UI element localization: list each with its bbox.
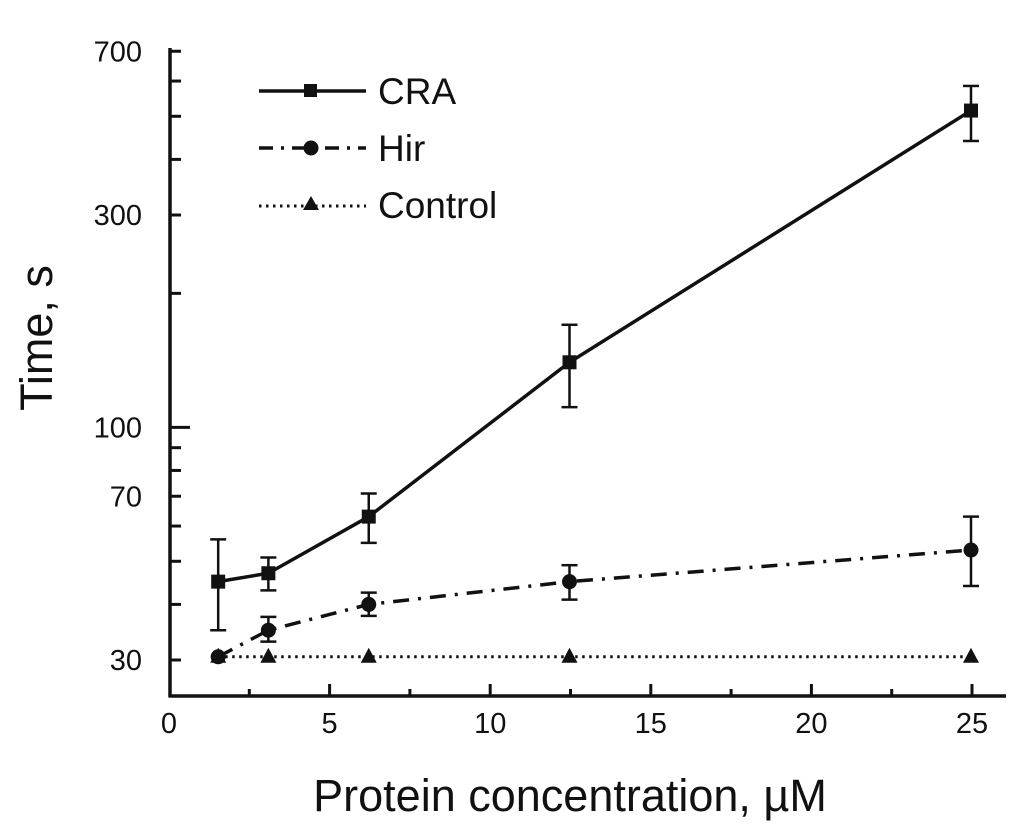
data-point-square [562,355,577,370]
legend-marker-circle [303,140,319,156]
y-tick-label: 300 [94,200,142,232]
legend-label-control: Control [378,185,497,226]
y-axis-title: Time, s [11,265,62,411]
data-point-triangle [360,647,377,663]
legend-item-control: Control [259,185,497,226]
series-control [210,647,979,663]
series-cra [210,84,979,632]
x-tick-label: 5 [322,708,338,740]
x-tick-label: 10 [474,708,506,740]
data-point-square [211,574,226,589]
data-point-square [964,103,978,118]
data-point-circle [963,542,979,558]
legend-label-cra: CRA [378,71,456,112]
legend-item-cra: CRA [259,71,456,112]
y-tick-label: 30 [110,645,142,677]
data-point-circle [260,622,276,638]
x-tick-label: 25 [956,708,988,740]
y-ticks: 700 300 100 70 30 [94,36,190,677]
y-tick-label: 700 [94,36,142,68]
legend-marker-square [304,84,317,97]
x-tick-label: 15 [635,708,667,740]
legend: CRA Hir Control [259,71,497,226]
y-tick-label: 100 [94,412,142,444]
data-point-square [361,509,376,524]
x-ticks: 0 5 10 15 20 25 [161,684,988,740]
data-point-square [261,566,276,581]
data-point-triangle [260,647,277,663]
axes [168,48,1006,698]
legend-label-hir: Hir [378,128,425,169]
x-tick-label: 0 [161,708,177,740]
series-hir [210,515,979,665]
data-point-triangle [210,647,227,663]
series-layer [210,84,979,665]
legend-item-hir: Hir [259,128,425,169]
x-tick-label: 20 [795,708,827,740]
legend-marker-triangle [303,196,319,210]
y-tick-label: 70 [110,481,142,513]
data-point-triangle [561,647,578,663]
data-point-triangle [963,647,979,663]
x-axis-title: Protein concentration, µM [313,770,827,821]
series-line-cra [217,109,972,584]
data-point-circle [562,574,577,590]
data-point-circle [361,596,377,612]
series-line-hir [217,548,972,659]
